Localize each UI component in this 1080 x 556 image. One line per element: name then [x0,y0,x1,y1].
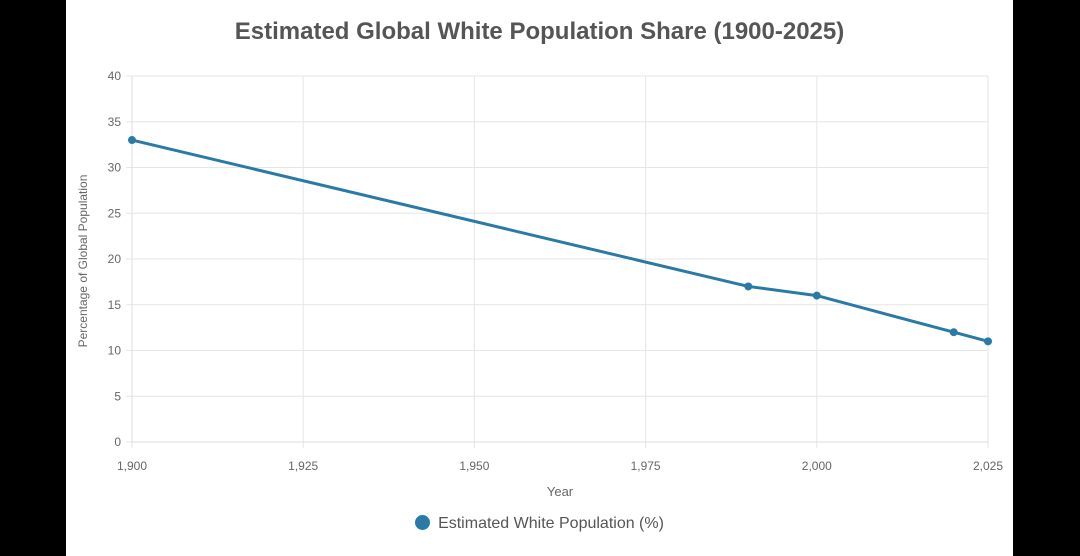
series-line [130,138,990,343]
data-point [128,136,136,145]
y-tick-label: 35 [108,115,122,129]
legend-marker-icon [415,515,431,530]
y-tick-label: 15 [108,298,122,312]
x-tick-label: 2,025 [973,459,1003,473]
data-point [812,291,821,300]
legend-label: Estimated White Population (%) [438,515,664,532]
x-tick-label: 2,000 [802,459,832,473]
x-tick-label: 1,900 [117,459,147,473]
data-point [744,282,753,291]
y-tick-label: 25 [108,206,122,220]
x-tick-label: 1,925 [288,459,318,473]
y-tick-label: 20 [108,252,122,266]
data-point [984,337,992,346]
x-axis-label: Year [547,484,574,499]
y-tick-label: 10 [108,344,122,358]
chart-legend[interactable]: Estimated White Population (%) [66,515,1013,533]
y-tick-label: 5 [114,389,121,403]
data-point [949,328,958,337]
y-tick-label: 30 [108,161,122,175]
x-tick-label: 1,950 [459,459,489,473]
y-tick-label: 40 [108,69,122,83]
y-tick-label: 0 [114,435,121,449]
chart-plot-area: 0 5 10 15 20 25 30 35 40 1,900 1,925 1,950 1,975 2,00… [76,69,1003,499]
y-axis-label: Percentage of Global Population [76,175,90,348]
chart-title: Estimated Global White Population Share … [234,18,845,45]
x-tick-label: 1,975 [631,459,661,473]
chart-panel: Estimated Global White Population Share … [66,0,1013,556]
